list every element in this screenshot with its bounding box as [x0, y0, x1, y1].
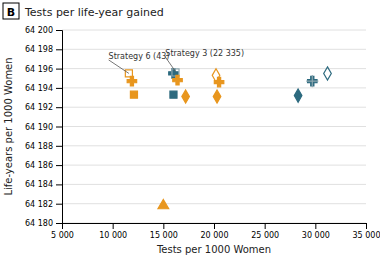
tick-label: 64 182 [25, 200, 53, 209]
point [306, 75, 318, 87]
tick-mark [315, 223, 316, 229]
tick-mark [214, 223, 215, 229]
annotation-text: Strategy 6 (43) [109, 52, 170, 61]
tick-label: 15 000 [150, 231, 178, 240]
tick: 64 190 [25, 123, 62, 132]
tick: 64 188 [25, 142, 62, 151]
point [213, 90, 221, 103]
tick-mark [56, 107, 62, 108]
tick: 5 000 [51, 223, 74, 240]
tick: 64 182 [25, 200, 62, 209]
tick-label: 10 000 [99, 231, 127, 240]
tick: 20 000 [201, 223, 229, 240]
tick-label: 64 194 [25, 84, 53, 93]
tick-mark [56, 146, 62, 147]
panel-label-box [3, 3, 19, 19]
grid-line [62, 184, 366, 185]
tick: 15 000 [150, 223, 178, 240]
tick: 64 196 [25, 65, 62, 74]
point [158, 199, 169, 208]
tick-mark [56, 49, 62, 50]
tick-label: 25 000 [251, 231, 279, 240]
annotation-text: Strategy 3 (22 335) [165, 49, 244, 58]
tick-label: 5 000 [51, 231, 74, 240]
tick: 64 192 [25, 103, 62, 112]
tick-mark [265, 223, 266, 229]
tick: 35 000 [353, 223, 380, 240]
tick-mark [113, 223, 114, 229]
annotations: B Strategy 6 (43)Strategy 3 (22 335) [3, 3, 244, 73]
grid-line [62, 145, 366, 146]
panel-label: B [3, 3, 19, 19]
point [127, 76, 136, 85]
grid-line [62, 165, 366, 166]
axis-line [56, 31, 63, 224]
tick-label: 64 196 [25, 65, 53, 74]
annotation-line [165, 57, 175, 71]
tick: 25 000 [251, 223, 279, 240]
tick-label: 20 000 [201, 231, 229, 240]
tick: 64 194 [25, 84, 62, 93]
tick-mark [56, 30, 62, 31]
tick-label: 64 188 [25, 142, 53, 151]
tick: 64 198 [25, 45, 62, 54]
y-axis-title: Life-years per 1000 Women [3, 57, 14, 195]
points [125, 67, 331, 209]
grid-line [62, 203, 366, 204]
tick-label: 35 000 [353, 231, 380, 240]
tick-label: 64 200 [25, 26, 53, 35]
tick-mark [366, 223, 367, 229]
tick-label: 64 198 [25, 45, 53, 54]
tick-mark [56, 204, 62, 205]
axis-line [63, 224, 367, 230]
tick: 64 180 [25, 219, 62, 228]
tick-label: 30 000 [302, 231, 330, 240]
point [294, 89, 302, 102]
panel-label-text: B [7, 6, 15, 19]
grid-line [62, 68, 366, 69]
tick-label: 64 186 [25, 161, 53, 170]
tick-mark [56, 223, 62, 224]
grid-line [62, 87, 366, 88]
x-axis: 5 000 10 000 15 000 20 000 25 000 30 000 35 00… [51, 223, 380, 240]
chart: 5 000 10 000 15 000 20 000 25 000 30 000 35 00… [0, 0, 380, 259]
tick-mark [56, 184, 62, 185]
tick: 10 000 [99, 223, 127, 240]
point [324, 67, 332, 80]
tick-mark [163, 223, 164, 229]
tick: 64 200 [25, 26, 62, 35]
grid-line [62, 107, 366, 108]
tick-label: 64 180 [25, 219, 53, 228]
point [182, 90, 190, 103]
point [214, 77, 223, 86]
title: Tests per life-year gained [24, 6, 164, 19]
grid [62, 30, 366, 223]
grid-line [62, 30, 366, 31]
y-axis: 64 180 64 182 64 184 64 186 64 188 64 190 64 1… [25, 26, 63, 228]
tick: 30 000 [302, 223, 330, 240]
tick-mark [56, 165, 62, 166]
tick-mark [56, 69, 62, 70]
tick: 64 184 [25, 180, 62, 189]
tick-label: 64 192 [25, 103, 53, 112]
point [130, 91, 137, 98]
x-axis-title: Tests per 1000 Women [156, 244, 271, 255]
point [170, 91, 177, 98]
tick-mark [56, 88, 62, 89]
annotation-line [109, 60, 129, 74]
point [173, 75, 182, 84]
tick-mark [56, 127, 62, 128]
tick: 64 186 [25, 161, 62, 170]
tick-label: 64 190 [25, 123, 53, 132]
grid-line [62, 126, 366, 127]
tick-label: 64 184 [25, 180, 53, 189]
